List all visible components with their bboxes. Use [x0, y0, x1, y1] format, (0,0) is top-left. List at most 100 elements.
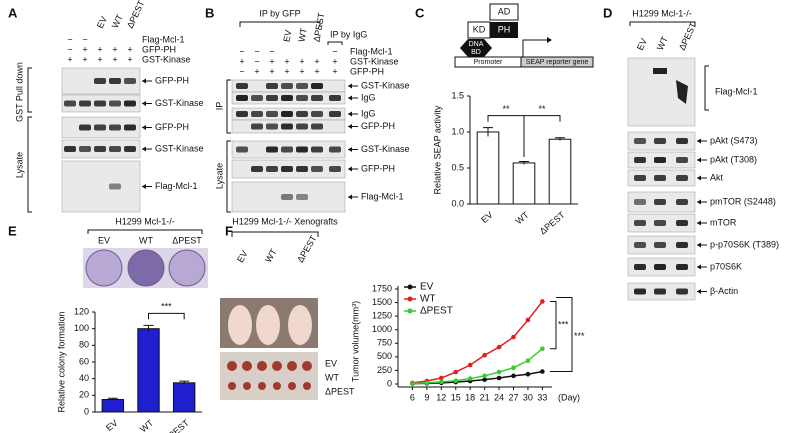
band	[124, 124, 136, 131]
band-label: mTOR	[710, 217, 737, 227]
band	[236, 95, 248, 101]
bar	[476, 131, 500, 205]
band	[79, 124, 91, 131]
point	[424, 380, 430, 386]
tumor	[257, 361, 267, 371]
band-label: pAkt (T308)	[710, 154, 757, 164]
band	[676, 199, 688, 205]
x-tick-label: ΔPEST	[538, 209, 567, 236]
column-label: EV	[235, 249, 250, 264]
domain-box	[489, 3, 519, 21]
band	[311, 166, 323, 172]
bracket	[226, 140, 231, 213]
column-label: ΔPEST	[295, 233, 319, 264]
bar	[172, 382, 196, 413]
arrow-head	[142, 184, 146, 189]
x-tick-label: 9	[424, 392, 429, 402]
y-tick-label: 1500	[372, 297, 392, 307]
arrow-head	[348, 194, 352, 200]
arrow-head	[697, 220, 701, 226]
band-label: GFP-PH	[155, 75, 189, 85]
bar	[548, 138, 572, 205]
arrow-head	[697, 242, 701, 248]
point	[482, 352, 487, 358]
plate-label: ΔPEST	[172, 235, 202, 245]
domain-box	[490, 22, 518, 38]
point	[482, 373, 487, 379]
y-tick-label: 1000	[372, 324, 392, 334]
sign: +	[269, 66, 274, 76]
band-label: p70S6K	[710, 261, 742, 271]
y-tick-label: 100	[74, 323, 89, 333]
band	[634, 220, 646, 226]
section-label: GST Pull down	[14, 62, 24, 122]
band-label: Akt	[710, 172, 724, 182]
band	[124, 78, 136, 84]
y-tick-label: 0	[84, 406, 89, 416]
sign: +	[112, 44, 117, 54]
bar	[137, 328, 160, 413]
arrow-head	[348, 95, 352, 101]
legend-marker	[407, 296, 413, 302]
point	[453, 378, 459, 384]
sign: −	[254, 56, 259, 66]
dna-bd	[460, 39, 492, 57]
band-label: pmTOR (S2448)	[710, 196, 776, 206]
plate-label: EV	[98, 235, 110, 245]
tumor-label: WT	[325, 372, 339, 382]
point	[525, 358, 531, 363]
band	[634, 157, 646, 163]
band	[94, 78, 106, 84]
band	[634, 138, 646, 144]
sign: +	[299, 66, 304, 76]
band-label: p-p70S6K (T389)	[710, 239, 779, 249]
band	[311, 123, 323, 130]
bracket	[327, 41, 343, 45]
band	[266, 146, 278, 153]
column-label: WT	[296, 27, 308, 43]
band	[634, 242, 646, 248]
band	[281, 146, 293, 153]
point	[410, 381, 415, 386]
sign: −	[239, 66, 244, 76]
band	[634, 288, 646, 295]
significance: **	[502, 104, 510, 114]
x-tick-label: ΔPEST	[162, 417, 191, 433]
band	[236, 146, 248, 153]
sign: +	[314, 66, 319, 76]
row-label: Flag-Mcl-1	[350, 46, 393, 56]
y-tick-label: 1.0	[451, 126, 464, 136]
panel-label: F	[225, 223, 233, 238]
band-label: GST-Kinase	[155, 143, 204, 153]
point	[453, 369, 459, 375]
domain-label: BD	[471, 49, 481, 56]
y-tick-label: 40	[79, 373, 89, 383]
bracket	[704, 65, 709, 111]
y-tick-label: 0.0	[451, 198, 464, 208]
panel-title: H1299 Mcl-1-/-	[115, 216, 175, 226]
band	[266, 83, 278, 89]
band	[654, 199, 666, 205]
row-label: GFP-PH	[142, 44, 176, 54]
arrow-head	[697, 157, 701, 163]
sign: +	[332, 66, 337, 76]
band	[64, 100, 76, 107]
sig-bracket	[148, 312, 185, 320]
band	[329, 111, 341, 117]
sign: +	[97, 54, 102, 64]
promoter-label: Promoter	[474, 59, 503, 66]
band	[654, 264, 666, 270]
tumor	[227, 361, 237, 371]
band	[654, 220, 666, 226]
sign: +	[127, 54, 132, 64]
tumor	[303, 382, 311, 390]
bracket	[87, 229, 203, 234]
band	[654, 138, 666, 144]
y-tick-label: 0	[387, 378, 392, 388]
y-tick-label: 250	[377, 365, 392, 375]
point	[511, 334, 516, 340]
band	[124, 100, 136, 107]
point	[511, 373, 516, 379]
sign: −	[67, 34, 72, 44]
